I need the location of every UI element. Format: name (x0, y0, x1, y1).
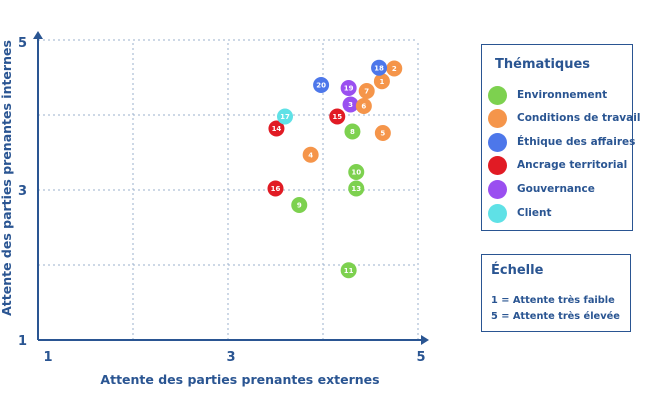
legend-item-client: Client (488, 203, 552, 223)
data-point-label: 18 (374, 64, 384, 72)
data-point: 19 (340, 80, 357, 96)
data-point-label: 19 (344, 85, 354, 93)
data-point-label: 13 (351, 185, 361, 193)
data-point-label: 14 (272, 125, 282, 133)
data-point: 5 (374, 125, 391, 141)
data-point: 18 (371, 59, 388, 76)
data-point: 6 (355, 98, 372, 114)
data-point-marker (277, 108, 293, 125)
data-point: 7 (358, 83, 375, 99)
data-point-marker (329, 108, 346, 125)
data-point: 3 (342, 96, 359, 113)
legend-item-gouvernance: Gouvernance (488, 179, 595, 199)
data-point: 8 (344, 123, 361, 140)
legend-dot-environnement (488, 85, 507, 105)
data-point: 16 (267, 180, 284, 197)
y-axis-arrow (33, 31, 43, 39)
scale-line-high: 5 = Attente très élevée (491, 311, 620, 322)
data-point: 15 (329, 108, 346, 125)
data-point-label: 1 (379, 78, 384, 86)
data-point: 11 (340, 262, 357, 279)
legend-title: Thématiques (495, 57, 591, 72)
x-axis-title: Attente des parties prenantes externes (100, 372, 379, 387)
data-point-label: 9 (297, 202, 302, 210)
y-tick-label: 5 (18, 36, 27, 51)
data-point-label: 17 (280, 113, 290, 121)
data-point: 14 (268, 120, 285, 137)
data-point-label: 16 (271, 185, 281, 193)
data-point-label: 8 (350, 128, 355, 136)
data-point-label: 10 (351, 169, 361, 177)
scale-line-low: 1 = Attente très faible (491, 295, 615, 306)
data-point-marker (340, 80, 357, 96)
data-point-marker (340, 262, 357, 279)
data-point: 2 (386, 60, 403, 77)
data-point-marker (268, 120, 285, 137)
data-point-marker (348, 164, 365, 180)
data-point-marker (267, 180, 284, 197)
data-point: 10 (348, 164, 365, 180)
legend-dot-ancrage (488, 155, 507, 175)
data-point-label: 5 (380, 130, 385, 138)
data-point: 17 (277, 108, 293, 125)
x-tick-label: 1 (43, 350, 52, 365)
data-point-label: 7 (364, 88, 369, 96)
data-point-label: 11 (344, 267, 354, 275)
legend-label-client: Client (517, 207, 552, 219)
data-point-label: 20 (316, 82, 326, 90)
data-point-marker (358, 83, 375, 99)
data-point-label: 6 (361, 103, 366, 111)
data-point-marker (302, 146, 319, 163)
data-point-label: 2 (392, 65, 397, 73)
data-point-marker (386, 60, 403, 77)
x-tick-label: 3 (226, 350, 235, 365)
data-points: 12 3 4 5 6 7 8 9 10 11 13 14 15 16 17 18 19 20 (267, 59, 403, 279)
data-point-marker (313, 77, 330, 93)
data-point-marker (371, 59, 388, 76)
x-tick-label: 5 (416, 350, 425, 365)
legend: Thématiques Environnement Conditions de … (481, 44, 640, 231)
legend-dot-gouvernance (488, 179, 507, 199)
data-point-marker (342, 96, 359, 113)
legend-label-environnement: Environnement (517, 89, 608, 101)
legend-item-ethique: Éthique des affaires (488, 132, 635, 152)
data-point: 1 (373, 73, 390, 90)
data-point-marker (373, 73, 390, 90)
data-point-label: 4 (308, 151, 313, 159)
y-tick-label: 3 (18, 184, 27, 199)
legend-item-environnement: Environnement (488, 85, 607, 105)
data-point-label: 3 (348, 101, 353, 109)
legend-item-ancrage: Ancrage territorial (488, 155, 627, 175)
scale-box: Échelle 1 = Attente très faible 5 = Atte… (481, 254, 631, 332)
legend-dot-client (488, 203, 507, 223)
legend-label-ancrage: Ancrage territorial (517, 159, 628, 171)
legend-label-ethique: Éthique des affaires (517, 136, 636, 148)
scale-title: Échelle (491, 263, 544, 278)
legend-label-conditions: Conditions de travail (517, 112, 641, 124)
legend-dot-conditions (488, 108, 507, 128)
data-point-label: 15 (332, 113, 342, 121)
y-axis-title: Attente des parties prenantes internes (0, 40, 14, 316)
legend-dot-ethique (488, 132, 507, 152)
data-point-marker (348, 180, 365, 197)
data-point: 13 (348, 180, 365, 197)
data-point-marker (344, 123, 361, 140)
x-axis-arrow (421, 335, 429, 345)
data-point: 9 (291, 197, 308, 213)
data-point-marker (355, 98, 372, 114)
data-point: 20 (313, 77, 330, 93)
data-point-marker (291, 197, 308, 213)
data-point-marker (374, 125, 391, 141)
data-point: 4 (302, 146, 319, 163)
y-tick-label: 1 (18, 334, 27, 349)
legend-item-conditions: Conditions de travail (488, 108, 640, 128)
legend-label-gouvernance: Gouvernance (517, 183, 595, 195)
